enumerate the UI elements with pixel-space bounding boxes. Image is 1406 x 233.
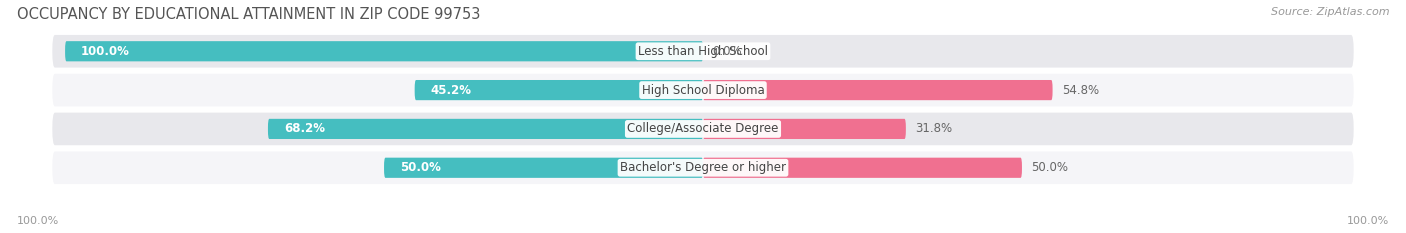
Text: 100.0%: 100.0% <box>82 45 129 58</box>
FancyBboxPatch shape <box>384 158 703 178</box>
FancyBboxPatch shape <box>52 113 1354 145</box>
FancyBboxPatch shape <box>52 74 1354 106</box>
Text: 100.0%: 100.0% <box>17 216 59 226</box>
FancyBboxPatch shape <box>65 41 703 61</box>
Text: 0.0%: 0.0% <box>713 45 742 58</box>
FancyBboxPatch shape <box>415 80 703 100</box>
Text: 50.0%: 50.0% <box>1032 161 1069 174</box>
FancyBboxPatch shape <box>52 151 1354 184</box>
FancyBboxPatch shape <box>52 35 1354 68</box>
FancyBboxPatch shape <box>703 80 1053 100</box>
Text: High School Diploma: High School Diploma <box>641 84 765 97</box>
FancyBboxPatch shape <box>703 158 1022 178</box>
Text: 100.0%: 100.0% <box>1347 216 1389 226</box>
Text: OCCUPANCY BY EDUCATIONAL ATTAINMENT IN ZIP CODE 99753: OCCUPANCY BY EDUCATIONAL ATTAINMENT IN Z… <box>17 7 481 22</box>
Text: 50.0%: 50.0% <box>399 161 441 174</box>
FancyBboxPatch shape <box>703 119 905 139</box>
Text: Bachelor's Degree or higher: Bachelor's Degree or higher <box>620 161 786 174</box>
Text: 45.2%: 45.2% <box>430 84 471 97</box>
FancyBboxPatch shape <box>269 119 703 139</box>
Text: 31.8%: 31.8% <box>915 122 952 135</box>
Text: Less than High School: Less than High School <box>638 45 768 58</box>
Text: 68.2%: 68.2% <box>284 122 325 135</box>
Text: College/Associate Degree: College/Associate Degree <box>627 122 779 135</box>
Text: 54.8%: 54.8% <box>1062 84 1099 97</box>
Text: Source: ZipAtlas.com: Source: ZipAtlas.com <box>1271 7 1389 17</box>
